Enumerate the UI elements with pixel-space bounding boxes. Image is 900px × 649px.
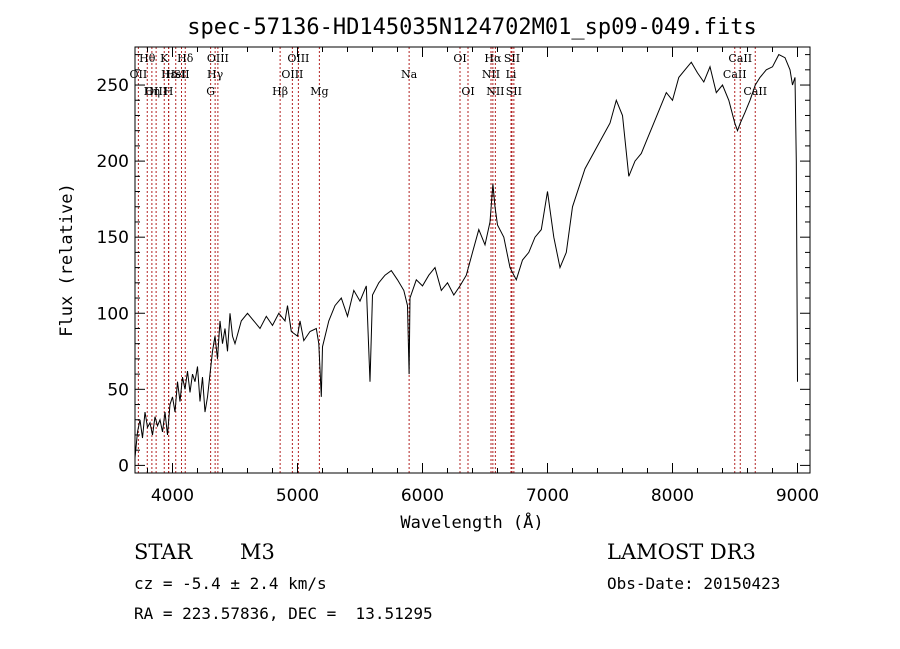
survey-name: LAMOST DR3 [607, 540, 756, 564]
line-label-18: OI [453, 52, 466, 65]
line-label-5: Hη [144, 85, 160, 98]
line-label-16: Mg [310, 85, 328, 98]
line-label-17: Na [401, 68, 418, 81]
x-axis-label: Wavelength (Å) [400, 511, 543, 533]
y-tick-label-100: 100 [97, 304, 129, 324]
y-tick-label-250: 250 [97, 76, 129, 96]
object-subclass: M3 [240, 540, 275, 564]
line-label-6: Hδ [177, 52, 194, 65]
y-tick-label-200: 200 [97, 152, 129, 172]
spectral-line-labels: HθOIIOIIIKHεHηHδHeISIIHOIIIHγGOIIIOIIIHβ… [130, 52, 768, 98]
line-label-9: H [164, 85, 174, 98]
x-tick-label-7000: 7000 [526, 486, 569, 506]
line-label-24: Li [506, 68, 517, 81]
redshift-velocity: cz = -5.4 ± 2.4 km/s [134, 574, 327, 593]
coordinates: RA = 223.57836, DEC = 13.51295 [134, 604, 433, 623]
line-label-19: OI [461, 85, 474, 98]
line-label-20: Hα [484, 52, 502, 65]
line-label-4: Hε [161, 68, 177, 81]
line-label-28: CaII [743, 85, 767, 98]
line-label-15: Hβ [272, 85, 288, 98]
object-class: STAR [134, 540, 193, 564]
line-label-11: Hγ [207, 68, 224, 81]
spectrum-flux-line [134, 53, 798, 458]
line-label-7: HeI [166, 68, 186, 81]
line-label-1: OII [130, 68, 148, 81]
line-label-26: CaII [728, 52, 752, 65]
spectral-line-markers [137, 47, 756, 473]
line-label-0: Hθ [139, 52, 156, 65]
x-tick-label-4000: 4000 [151, 486, 194, 506]
line-label-23: SII [504, 52, 520, 65]
line-label-14: OIII [281, 68, 303, 81]
line-label-27: CaII [723, 68, 747, 81]
line-label-25: SII [506, 85, 522, 98]
y-axis-label: Flux (relative) [57, 183, 77, 337]
x-tick-label-6000: 6000 [401, 486, 444, 506]
line-label-3: K [160, 52, 169, 65]
y-tick-label-150: 150 [97, 228, 129, 248]
line-label-8: SII [173, 68, 189, 81]
chart-title: spec-57136-HD145035N124702M01_sp09-049.f… [187, 15, 757, 40]
line-label-22: NII [486, 85, 504, 98]
x-tick-label-5000: 5000 [276, 486, 319, 506]
y-tick-label-0: 0 [118, 456, 129, 476]
x-axis-ticks: 4000 5000 6000 7000 8000 9000 [147, 47, 819, 506]
line-label-12: G [206, 85, 215, 98]
line-label-2: OIII [145, 85, 167, 98]
x-tick-label-9000: 9000 [776, 486, 819, 506]
y-tick-label-50: 50 [107, 380, 129, 400]
line-label-13: OIII [287, 52, 309, 65]
observation-date: Obs-Date: 20150423 [607, 574, 781, 593]
line-label-21: NII [482, 68, 500, 81]
x-tick-label-8000: 8000 [651, 486, 694, 506]
line-label-10: OIII [207, 52, 229, 65]
plot-frame [134, 46, 811, 474]
y-axis-ticks: 0 50 100 150 200 250 [97, 54, 810, 476]
